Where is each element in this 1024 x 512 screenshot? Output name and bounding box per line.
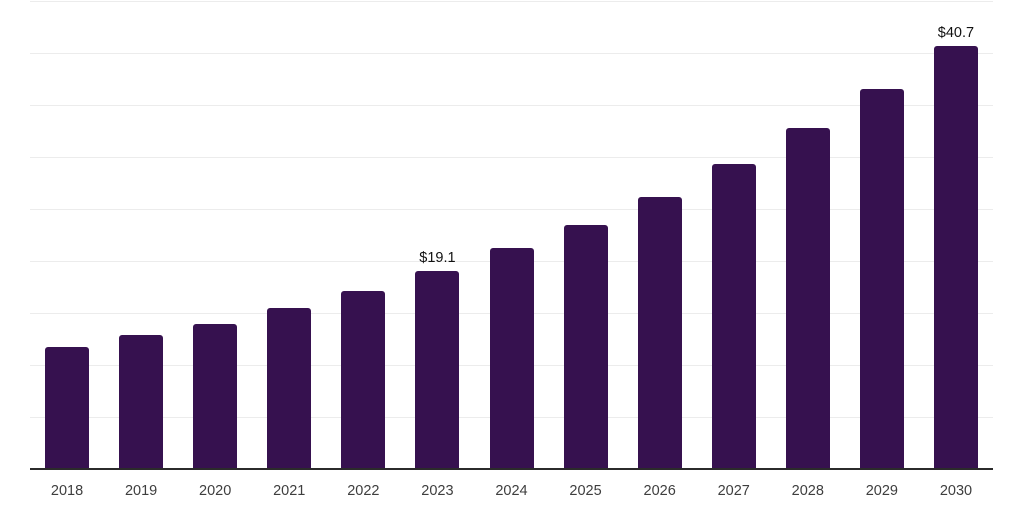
x-tick-label-2025: 2025	[569, 483, 602, 499]
bar-2022	[341, 290, 386, 470]
bar-value-label-2030: $40.7	[937, 25, 975, 42]
x-tick-label-2027: 2027	[717, 483, 750, 499]
x-tick-label-2030: 2030	[939, 483, 973, 499]
bar-2021	[267, 308, 312, 470]
gridline-45	[30, 1, 993, 2]
x-tick-label-2024: 2024	[495, 483, 528, 499]
gridline-35	[30, 105, 993, 106]
bar-2023	[415, 270, 460, 470]
x-tick-label-2022: 2022	[347, 483, 380, 499]
bar-2028	[785, 128, 830, 470]
x-tick-label-2019: 2019	[124, 483, 158, 499]
bar-2030	[933, 46, 978, 470]
gridline-25	[30, 209, 993, 210]
x-axis-labels: 2018 2019 2020 2021 2022 2023 2024 2025 2026 2027…	[30, 483, 993, 503]
x-tick-label-2020: 2020	[199, 483, 232, 499]
bar-2019	[119, 335, 164, 470]
bar-2024	[489, 247, 534, 470]
gridline-40	[30, 53, 993, 54]
plot-area: $19.1 $40.7	[30, 0, 993, 470]
bar-2020	[193, 323, 238, 470]
bar-2018	[45, 346, 90, 470]
bar-2029	[859, 88, 904, 470]
x-tick-label-2023: 2023	[421, 483, 454, 499]
x-tick-label-2029: 2029	[865, 483, 898, 499]
bar-2027	[711, 163, 756, 470]
x-tick-label-2021: 2021	[273, 483, 306, 499]
x-tick-label-2018: 2018	[50, 483, 84, 499]
bar-2025	[563, 225, 608, 470]
x-axis-line	[30, 468, 993, 470]
bar-value-label-2023: $19.1	[419, 249, 456, 266]
x-tick-label-2026: 2026	[643, 483, 676, 499]
x-tick-label-2028: 2028	[791, 483, 824, 499]
bar-2026	[637, 197, 682, 470]
gridline-30	[30, 157, 993, 158]
